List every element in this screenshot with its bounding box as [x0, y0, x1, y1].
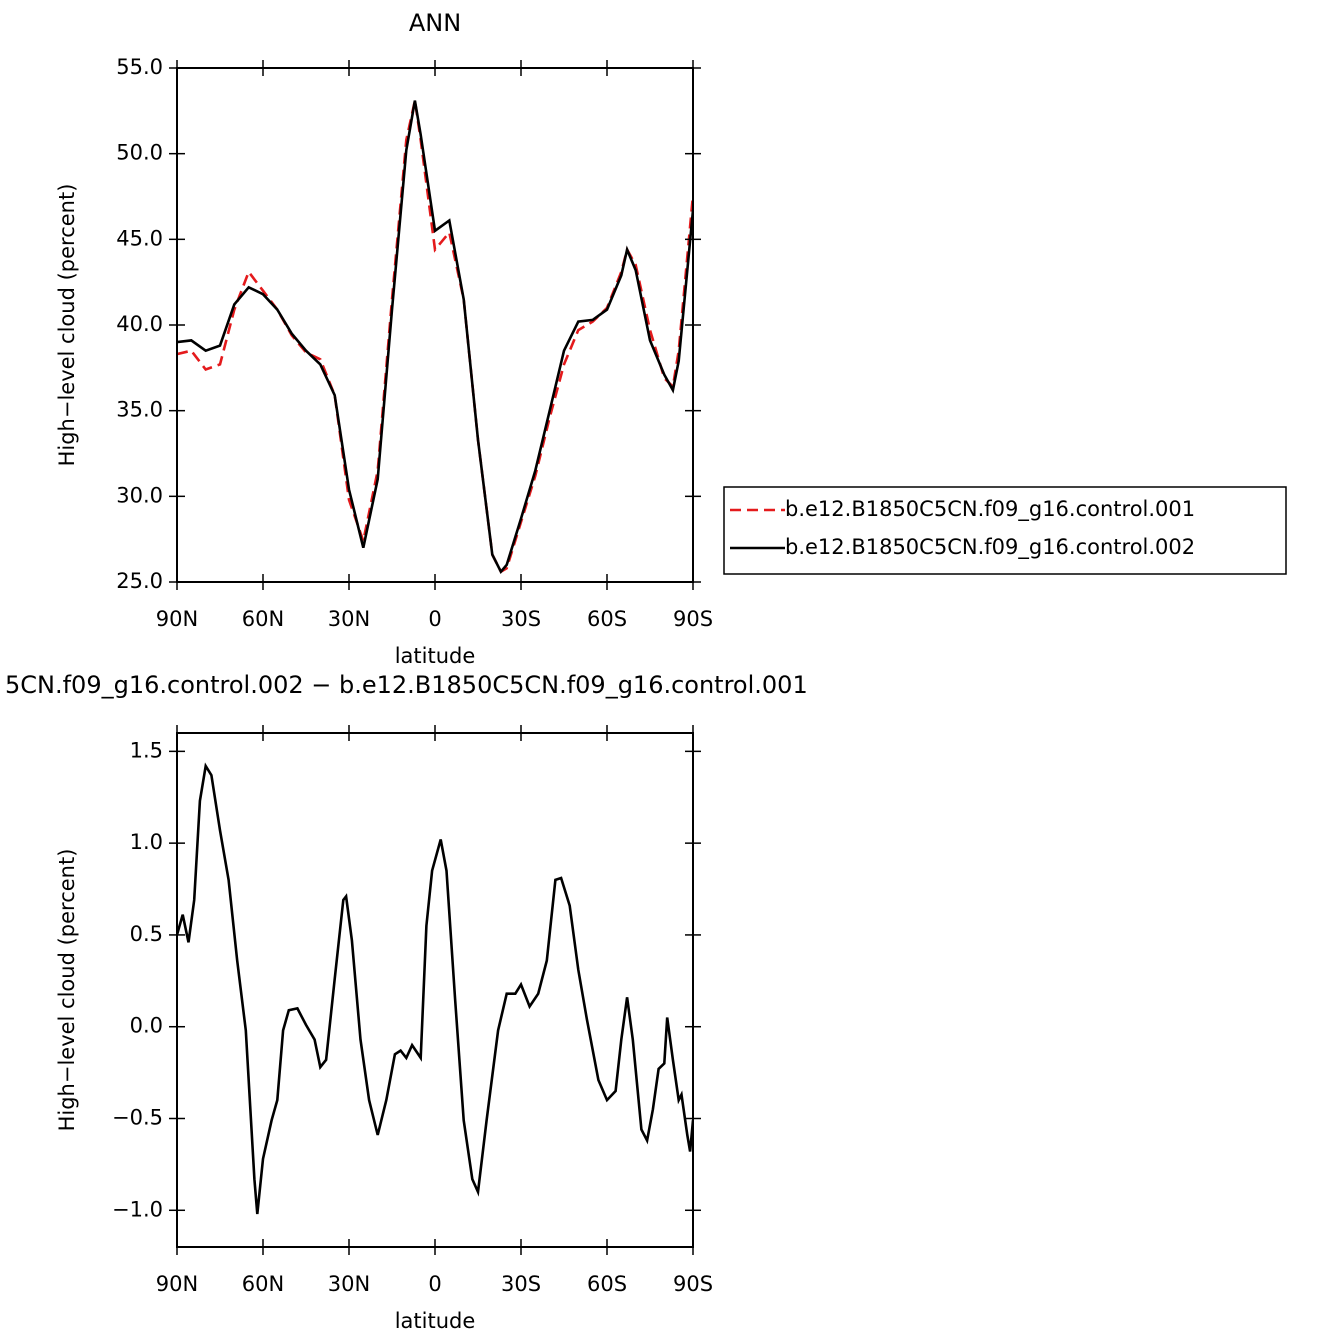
x-axis-label: latitude [395, 644, 476, 668]
y-tick-label: 40.0 [116, 312, 163, 336]
x-tick-label: 30N [328, 1272, 370, 1296]
legend-label: b.e12.B1850C5CN.f09_g16.control.001 [785, 497, 1195, 522]
y-tick-label: 50.0 [116, 141, 163, 165]
y-tick-label: 1.0 [130, 830, 163, 854]
data-line [177, 100, 693, 574]
y-tick-label: 25.0 [116, 569, 163, 593]
x-axis-label: latitude [395, 1309, 476, 1333]
x-tick-label: 90S [673, 1272, 713, 1296]
chart-title: 5CN.f09_g16.control.002 − b.e12.B1850C5C… [5, 671, 808, 699]
y-tick-label: 55.0 [116, 55, 163, 79]
x-tick-label: 30S [501, 1272, 541, 1296]
y-tick-label: 35.0 [116, 398, 163, 422]
y-tick-label: 30.0 [116, 483, 163, 507]
y-tick-label: 0.5 [130, 922, 163, 946]
y-tick-label: 0.0 [130, 1014, 163, 1038]
x-tick-label: 60N [242, 607, 284, 631]
data-line [177, 100, 693, 575]
y-axis-label: High−level cloud (percent) [55, 184, 79, 467]
y-tick-label: 45.0 [116, 226, 163, 250]
x-tick-label: 0 [428, 607, 441, 631]
x-tick-label: 60S [587, 607, 627, 631]
x-tick-label: 90S [673, 607, 713, 631]
x-tick-label: 60S [587, 1272, 627, 1296]
x-tick-label: 60N [242, 1272, 284, 1296]
x-tick-label: 30S [501, 607, 541, 631]
y-tick-label: 1.5 [130, 738, 163, 762]
x-tick-label: 30N [328, 607, 370, 631]
plot-frame [176, 67, 694, 583]
y-tick-label: −0.5 [112, 1106, 163, 1130]
legend-box [723, 486, 1287, 575]
data-line [177, 762, 693, 1215]
x-tick-label: 0 [428, 1272, 441, 1296]
y-tick-label: −1.0 [112, 1197, 163, 1221]
x-tick-label: 90N [156, 1272, 198, 1296]
y-axis-label: High−level cloud (percent) [55, 849, 79, 1132]
x-tick-label: 90N [156, 607, 198, 631]
chart-title: ANN [409, 9, 461, 37]
legend-label: b.e12.B1850C5CN.f09_g16.control.002 [785, 535, 1195, 560]
